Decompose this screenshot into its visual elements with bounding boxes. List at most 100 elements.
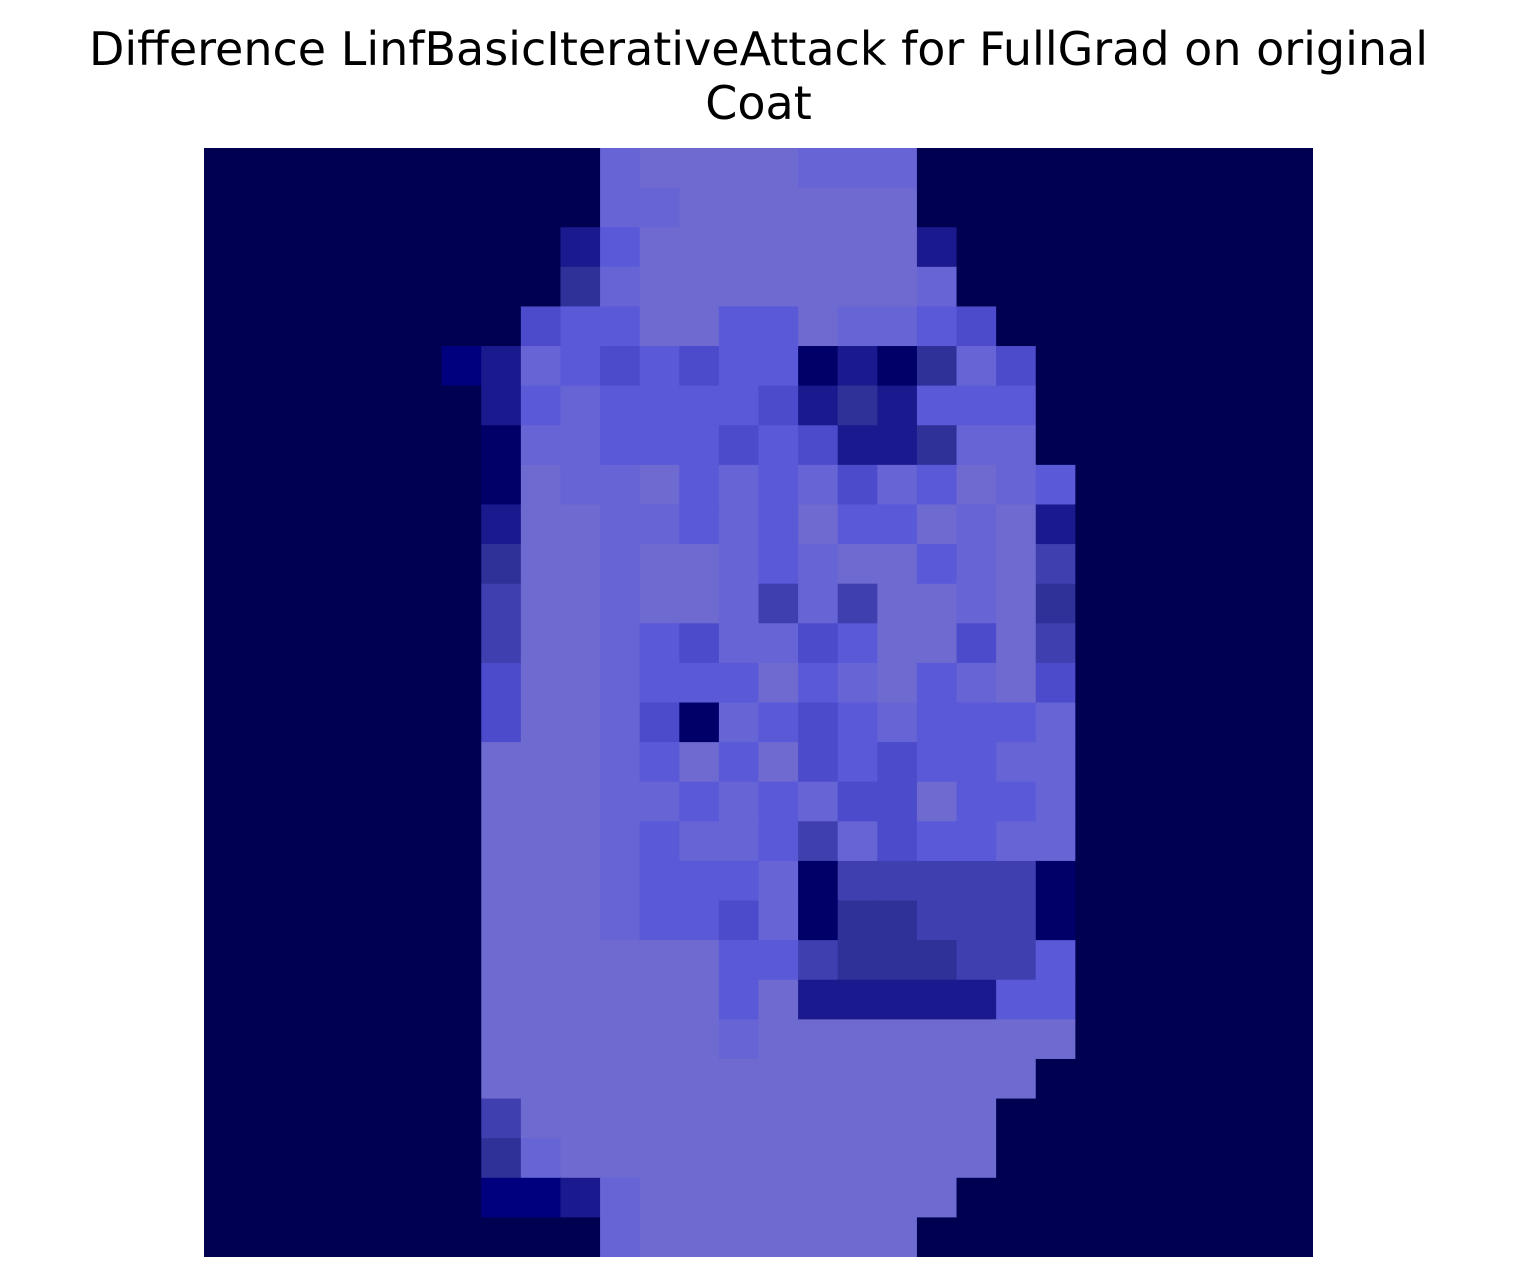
heatmap-cell — [323, 504, 363, 544]
heatmap-cell — [521, 346, 561, 386]
heatmap-cell — [1234, 227, 1274, 267]
heatmap-cell — [283, 940, 323, 980]
heatmap-cell — [1115, 386, 1155, 426]
heatmap-cell — [481, 504, 521, 544]
heatmap-cell — [877, 1217, 917, 1257]
heatmap-cell — [442, 465, 482, 505]
heatmap-cell — [1234, 188, 1274, 228]
heatmap-cell — [996, 267, 1036, 307]
heatmap-cell — [877, 1178, 917, 1218]
heatmap-cell — [1075, 148, 1115, 188]
heatmap-cell — [957, 821, 997, 861]
heatmap-cell — [1234, 1178, 1274, 1218]
heatmap-cell — [1155, 821, 1195, 861]
heatmap-cell — [759, 1059, 799, 1099]
heatmap-cell — [1273, 544, 1313, 584]
heatmap-cell — [1115, 306, 1155, 346]
heatmap-cell — [719, 544, 759, 584]
heatmap-cell — [679, 504, 719, 544]
heatmap-cell — [759, 188, 799, 228]
heatmap-cell — [481, 267, 521, 307]
heatmap-cell — [560, 623, 600, 663]
heatmap-cell — [323, 544, 363, 584]
heatmap-cell — [996, 742, 1036, 782]
heatmap-cell — [1234, 703, 1274, 743]
heatmap-cell — [283, 703, 323, 743]
heatmap-cell — [640, 227, 680, 267]
heatmap-cell — [996, 1138, 1036, 1178]
heatmap-cell — [1155, 267, 1195, 307]
heatmap-cell — [798, 465, 838, 505]
heatmap-cell — [759, 742, 799, 782]
heatmap-cell — [1036, 940, 1076, 980]
heatmap-cell — [244, 623, 284, 663]
heatmap-cell — [1273, 980, 1313, 1020]
heatmap-cell — [521, 386, 561, 426]
heatmap-cell — [1115, 267, 1155, 307]
heatmap-cell — [442, 663, 482, 703]
heatmap-cell — [244, 821, 284, 861]
heatmap-cell — [640, 1138, 680, 1178]
heatmap-cell — [204, 465, 244, 505]
heatmap-cell — [600, 584, 640, 624]
heatmap-cell — [957, 188, 997, 228]
heatmap-cell — [560, 584, 600, 624]
heatmap-cell — [679, 901, 719, 941]
heatmap-cell — [798, 623, 838, 663]
heatmap-cell — [838, 1099, 878, 1139]
heatmap-cell — [917, 227, 957, 267]
heatmap-cell — [1194, 1019, 1234, 1059]
heatmap-cell — [719, 504, 759, 544]
heatmap-cell — [1075, 821, 1115, 861]
heatmap-cell — [1036, 1138, 1076, 1178]
heatmap-cell — [362, 1099, 402, 1139]
heatmap-cell — [1194, 425, 1234, 465]
heatmap-cell — [719, 1099, 759, 1139]
heatmap-cell — [204, 188, 244, 228]
heatmap-cell — [798, 346, 838, 386]
heatmap-cell — [1075, 782, 1115, 822]
heatmap-cell — [996, 1019, 1036, 1059]
heatmap-cell — [600, 425, 640, 465]
heatmap-cell — [600, 940, 640, 980]
heatmap-cell — [244, 544, 284, 584]
heatmap-cell — [1234, 821, 1274, 861]
heatmap-cell — [600, 1178, 640, 1218]
heatmap-cell — [402, 703, 442, 743]
heatmap-cell — [957, 386, 997, 426]
heatmap-cell — [917, 1178, 957, 1218]
heatmap-cell — [640, 504, 680, 544]
heatmap-cell — [442, 1178, 482, 1218]
heatmap-cell — [957, 861, 997, 901]
heatmap-cell — [838, 346, 878, 386]
heatmap-cell — [759, 227, 799, 267]
heatmap-cell — [1234, 1099, 1274, 1139]
heatmap-cell — [996, 861, 1036, 901]
heatmap-cell — [679, 544, 719, 584]
heatmap-cell — [1036, 623, 1076, 663]
heatmap-cell — [1036, 148, 1076, 188]
heatmap-cell — [244, 1178, 284, 1218]
heatmap-cell — [957, 703, 997, 743]
heatmap-cell — [917, 306, 957, 346]
heatmap-cell — [1115, 1099, 1155, 1139]
heatmap-cell — [521, 188, 561, 228]
heatmap-cell — [283, 821, 323, 861]
heatmap-cell — [1155, 861, 1195, 901]
heatmap-cell — [996, 584, 1036, 624]
heatmap-cell — [600, 821, 640, 861]
heatmap-cell — [283, 663, 323, 703]
heatmap-cell — [323, 703, 363, 743]
heatmap-cell — [640, 623, 680, 663]
heatmap-cell — [1115, 1178, 1155, 1218]
heatmap-cell — [1075, 1019, 1115, 1059]
heatmap-cell — [521, 861, 561, 901]
heatmap-cell — [1155, 663, 1195, 703]
heatmap-cell — [481, 940, 521, 980]
heatmap-cell — [1273, 306, 1313, 346]
heatmap-cell — [362, 623, 402, 663]
heatmap-cell — [877, 1138, 917, 1178]
heatmap-cell — [877, 1019, 917, 1059]
heatmap-cell — [957, 1217, 997, 1257]
heatmap-cell — [877, 584, 917, 624]
